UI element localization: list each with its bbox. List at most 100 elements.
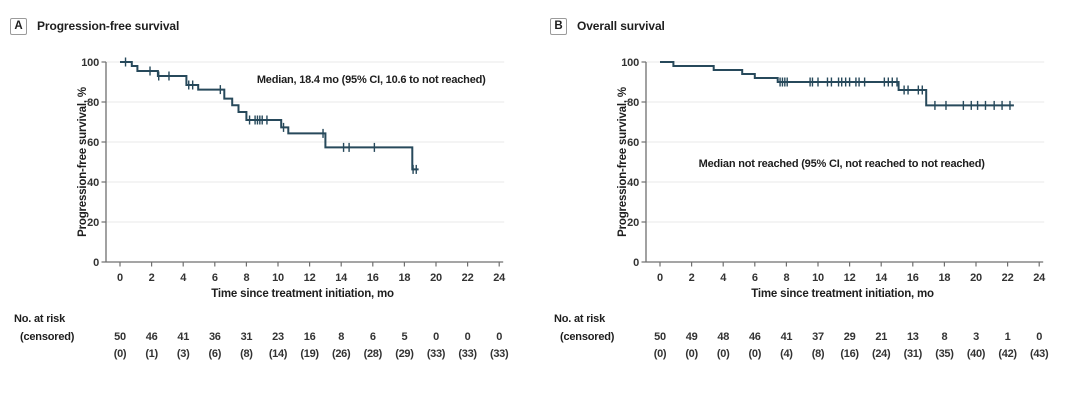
censored-count: (0) <box>685 348 698 360</box>
censored-count: (28) <box>364 348 383 360</box>
x-tick-label: 18 <box>398 272 410 284</box>
at-risk-count: 0 <box>433 331 439 343</box>
y-tick-label: 20 <box>87 217 99 229</box>
censor-marks <box>779 77 1011 110</box>
axes <box>641 61 1044 267</box>
x-axis-title: Time since treatment initiation, mo <box>211 288 394 300</box>
x-tick-label: 0 <box>657 272 663 284</box>
risk-table: No. at risk(censored) 50(0)46(1)41(3)36(6… <box>14 313 509 360</box>
y-tick-label: 40 <box>627 177 639 189</box>
x-tick-label: 8 <box>783 272 789 284</box>
panel-a-label-box: A <box>10 17 27 35</box>
censored-count: (4) <box>780 348 793 360</box>
x-tick-label: 24 <box>493 272 506 284</box>
censored-count: (1) <box>145 348 158 360</box>
x-tick-label: 14 <box>335 272 348 284</box>
at-risk-count: 48 <box>717 331 729 343</box>
at-risk-count: 46 <box>749 331 761 343</box>
at-risk-count: 0 <box>496 331 502 343</box>
censored-count: (19) <box>300 348 319 360</box>
at-risk-count: 50 <box>654 331 666 343</box>
at-risk-count: 5 <box>401 331 407 343</box>
x-axis-title: Time since treatment initiation, mo <box>751 288 934 300</box>
at-risk-count: 23 <box>272 331 284 343</box>
censored-count: (33) <box>490 348 509 360</box>
x-tick-label: 12 <box>844 272 856 284</box>
x-tick-label: 10 <box>812 272 824 284</box>
risk-table: No. at risk (censored) 50 (0) 49 (0) 48 (0) 46 (0… <box>554 313 1049 360</box>
at-risk-count: 6 <box>370 331 376 343</box>
x-tick-label: 20 <box>430 272 442 284</box>
panel-b-header: B Overall survival <box>550 16 665 36</box>
censored-count: (0) <box>114 348 127 360</box>
censored-count: (35) <box>935 348 954 360</box>
censored-count: (43) <box>1030 348 1049 360</box>
censored-count: (29) <box>395 348 414 360</box>
x-tick-label: 2 <box>149 272 155 284</box>
x-tick-label: 6 <box>212 272 218 284</box>
at-risk-count: 3 <box>973 331 979 343</box>
censored-count: (14) <box>269 348 288 360</box>
censored-count: (3) <box>177 348 190 360</box>
at-risk-count: 41 <box>781 331 793 343</box>
x-tick-label: 14 <box>875 272 888 284</box>
censored-count: (33) <box>458 348 477 360</box>
x-tick-label: 6 <box>752 272 758 284</box>
censored-count: (33) <box>427 348 446 360</box>
censored-count: (31) <box>904 348 923 360</box>
y-tick-label: 40 <box>87 177 99 189</box>
x-tick-label: 16 <box>907 272 919 284</box>
x-tick-label: 8 <box>243 272 249 284</box>
at-risk-count: 16 <box>304 331 316 343</box>
panel-progression-free-survival: A Progression-free survival 0 20 40 60 80 100… <box>10 16 509 360</box>
at-risk-count: 46 <box>146 331 158 343</box>
x-tick-label: 20 <box>970 272 982 284</box>
y-axis-title: Progression-free survival, % <box>77 87 89 237</box>
at-risk-count: 50 <box>114 331 126 343</box>
x-tick-label: 2 <box>689 272 695 284</box>
at-risk-count: 13 <box>907 331 919 343</box>
x-tick-label: 10 <box>272 272 284 284</box>
x-tick-label: 22 <box>462 272 474 284</box>
x-tick-label: 18 <box>938 272 950 284</box>
y-axis-title: Progression-free survival, % <box>617 87 629 237</box>
at-risk-count: 0 <box>465 331 471 343</box>
panel-a-header: A Progression-free survival <box>10 16 179 36</box>
y-tick-label: 100 <box>621 57 639 69</box>
axes <box>101 61 504 267</box>
x-tick-label: 16 <box>367 272 379 284</box>
censored-count: (8) <box>240 348 253 360</box>
at-risk-count: 21 <box>875 331 887 343</box>
censored-count: (16) <box>840 348 859 360</box>
censored-count: (26) <box>332 348 351 360</box>
at-risk-count: 29 <box>844 331 856 343</box>
survival-curve <box>120 61 419 171</box>
risk-table-subheader: (censored) <box>20 331 75 343</box>
median-annotation: Median, 18.4 mo (95% CI, 10.6 to not rea… <box>257 74 486 86</box>
x-tick-label: 12 <box>304 272 316 284</box>
at-risk-count: 31 <box>241 331 253 343</box>
y-tick-label: 80 <box>627 97 639 109</box>
x-tick-label: 4 <box>720 272 727 284</box>
censored-count: (8) <box>812 348 825 360</box>
censored-count: (0) <box>717 348 730 360</box>
at-risk-count: 41 <box>177 331 189 343</box>
panel-a-title: Progression-free survival <box>37 19 180 33</box>
at-risk-count: 49 <box>686 331 698 343</box>
censored-count: (0) <box>654 348 667 360</box>
y-tick-label: 60 <box>87 137 99 149</box>
at-risk-count: 8 <box>338 331 344 343</box>
censored-count: (24) <box>872 348 891 360</box>
risk-table-header: No. at risk <box>14 313 66 325</box>
at-risk-count: 8 <box>941 331 947 343</box>
gridlines <box>106 61 505 223</box>
at-risk-count: 1 <box>1005 331 1011 343</box>
y-tick-label: 60 <box>627 137 639 149</box>
censored-count: (6) <box>209 348 222 360</box>
x-tick-label: 4 <box>180 272 187 284</box>
censor-marks <box>124 57 417 174</box>
panel-b-title: Overall survival <box>577 19 665 33</box>
